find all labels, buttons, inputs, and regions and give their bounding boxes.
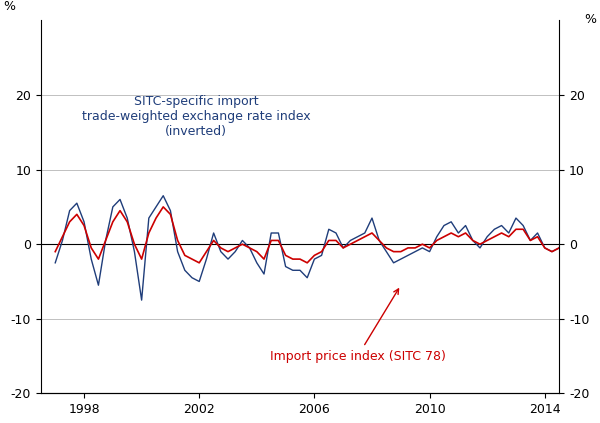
Text: Import price index (SITC 78): Import price index (SITC 78) xyxy=(269,289,446,363)
Y-axis label: %: % xyxy=(4,0,16,13)
Text: SITC-specific import
trade-weighted exchange rate index
(inverted): SITC-specific import trade-weighted exch… xyxy=(82,95,311,138)
Y-axis label: %: % xyxy=(584,13,596,26)
